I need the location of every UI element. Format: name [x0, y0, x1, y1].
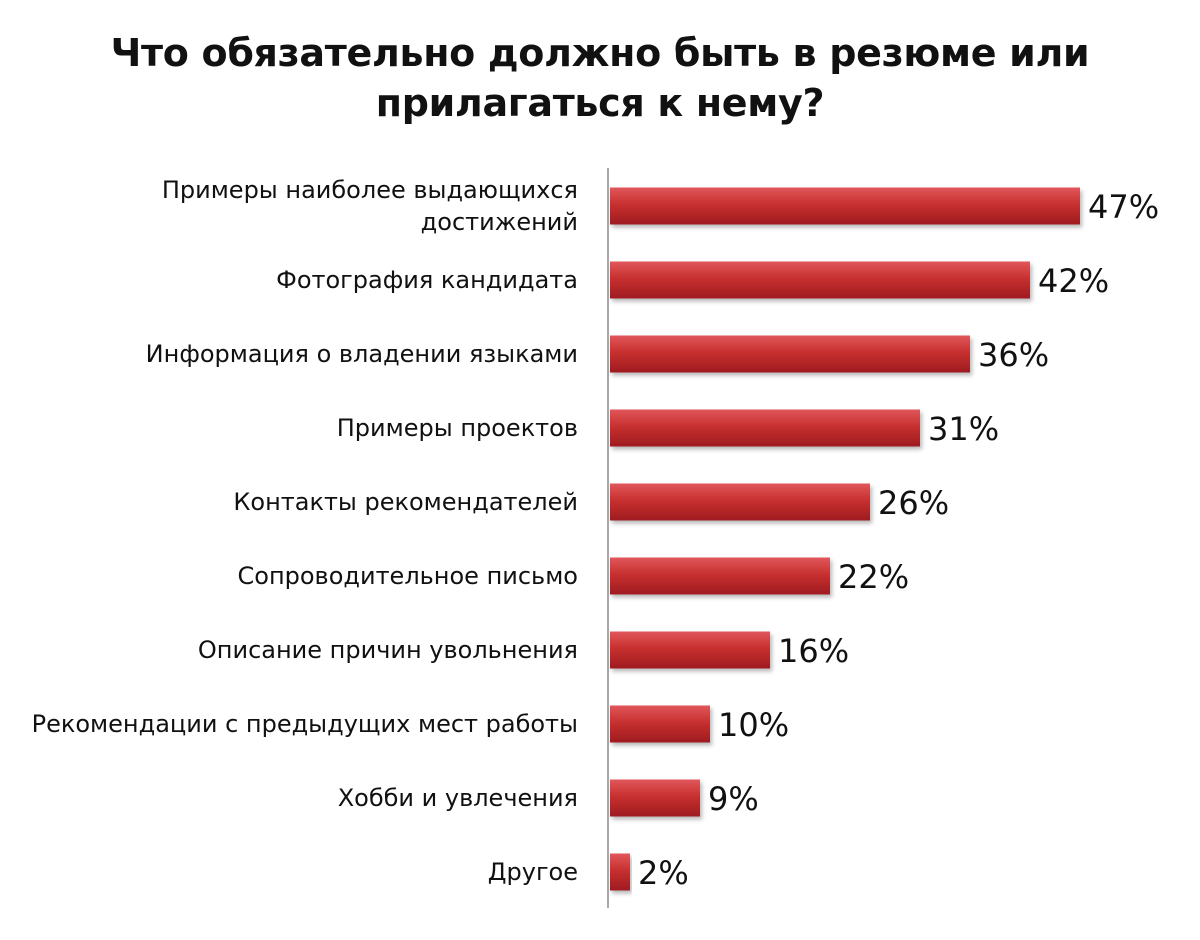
- category-label: Другое: [488, 858, 578, 886]
- category-label: Сопроводительное письмо: [238, 562, 579, 590]
- category-label: Рекомендации с предыдущих мест работы: [32, 710, 578, 738]
- value-label: 47%: [1088, 188, 1159, 226]
- category-label: Примеры проектов: [337, 414, 578, 442]
- category-label: Фотография кандидата: [276, 266, 578, 294]
- category-label: достижений: [421, 208, 578, 236]
- value-label: 26%: [878, 484, 949, 522]
- category-label: Информация о владении языками: [146, 340, 578, 368]
- bar: [610, 705, 710, 743]
- bar: [610, 483, 870, 521]
- bar: [610, 335, 970, 373]
- value-label: 10%: [718, 706, 789, 744]
- chart-title-line-2: прилагаться к нему?: [375, 81, 825, 125]
- value-label: 42%: [1038, 262, 1109, 300]
- chart-title-line-1: Что обязательно должно быть в резюме или: [110, 31, 1090, 75]
- value-label: 31%: [928, 410, 999, 448]
- category-label: Примеры наиболее выдающихся: [162, 176, 578, 204]
- value-label: 9%: [708, 780, 759, 818]
- bar: [610, 187, 1080, 225]
- bar: [610, 631, 770, 669]
- chart-title: Что обязательно должно быть в резюме или…: [0, 28, 1200, 128]
- bar: [610, 261, 1030, 299]
- value-label: 16%: [778, 632, 849, 670]
- value-label: 22%: [838, 558, 909, 596]
- value-label: 2%: [638, 854, 689, 892]
- category-label: Хобби и увлечения: [338, 784, 578, 812]
- bar: [610, 409, 920, 447]
- bar: [610, 779, 700, 817]
- category-label: Контакты рекомендателей: [233, 488, 578, 516]
- category-label: Описание причин увольнения: [198, 636, 578, 664]
- bar: [610, 557, 830, 595]
- bars-group: 47% Примеры наиболее выдающихся достижений…: [32, 176, 1160, 892]
- value-label: 36%: [978, 336, 1049, 374]
- bar: [610, 853, 630, 891]
